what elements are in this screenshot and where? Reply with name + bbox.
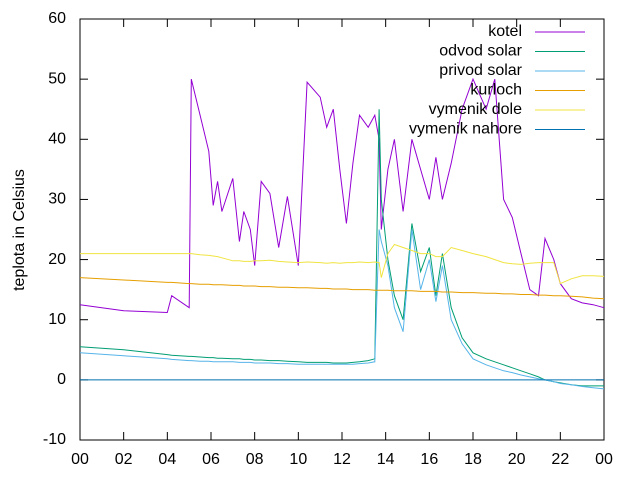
plot-frame — [79, 18, 605, 441]
y-tick-label: -10 — [43, 431, 66, 448]
y-tick-label: 30 — [48, 191, 66, 208]
y-axis-label: teplota in Celsius — [11, 169, 28, 291]
series-line — [79, 229, 605, 390]
x-tick-label: 02 — [115, 451, 133, 468]
legend-label: vymenik dole — [429, 101, 522, 118]
series-line — [79, 277, 605, 300]
x-tick-label: 20 — [508, 451, 526, 468]
x-tick-label: 10 — [289, 451, 307, 468]
legend-label: vymenik nahore — [409, 121, 522, 138]
x-tick-label: 04 — [158, 451, 176, 468]
series-line — [79, 77, 605, 314]
legend-label: privod solar — [439, 62, 522, 79]
y-tick-label: 10 — [48, 311, 66, 328]
series-line — [79, 109, 604, 387]
x-tick-label: 06 — [202, 451, 220, 468]
legend-label: kurloch — [470, 82, 522, 99]
x-tick-label: 08 — [246, 451, 264, 468]
legend-label: kotel — [488, 23, 522, 40]
series-line — [80, 243, 605, 285]
x-tick-label: 22 — [551, 451, 569, 468]
x-tick-label: 00 — [595, 451, 613, 468]
x-tick-label: 18 — [464, 451, 482, 468]
legend-label: odvod solar — [439, 43, 522, 60]
x-tick-label: 14 — [377, 451, 395, 468]
x-tick-label: 16 — [420, 451, 438, 468]
y-tick-label: 0 — [57, 371, 66, 388]
y-tick-label: 40 — [48, 131, 66, 148]
y-tick-label: 60 — [48, 10, 66, 27]
x-tick-label: 00 — [71, 451, 89, 468]
y-tick-label: 50 — [48, 70, 66, 87]
x-tick-label: 12 — [333, 451, 351, 468]
y-tick-label: 20 — [48, 251, 66, 268]
